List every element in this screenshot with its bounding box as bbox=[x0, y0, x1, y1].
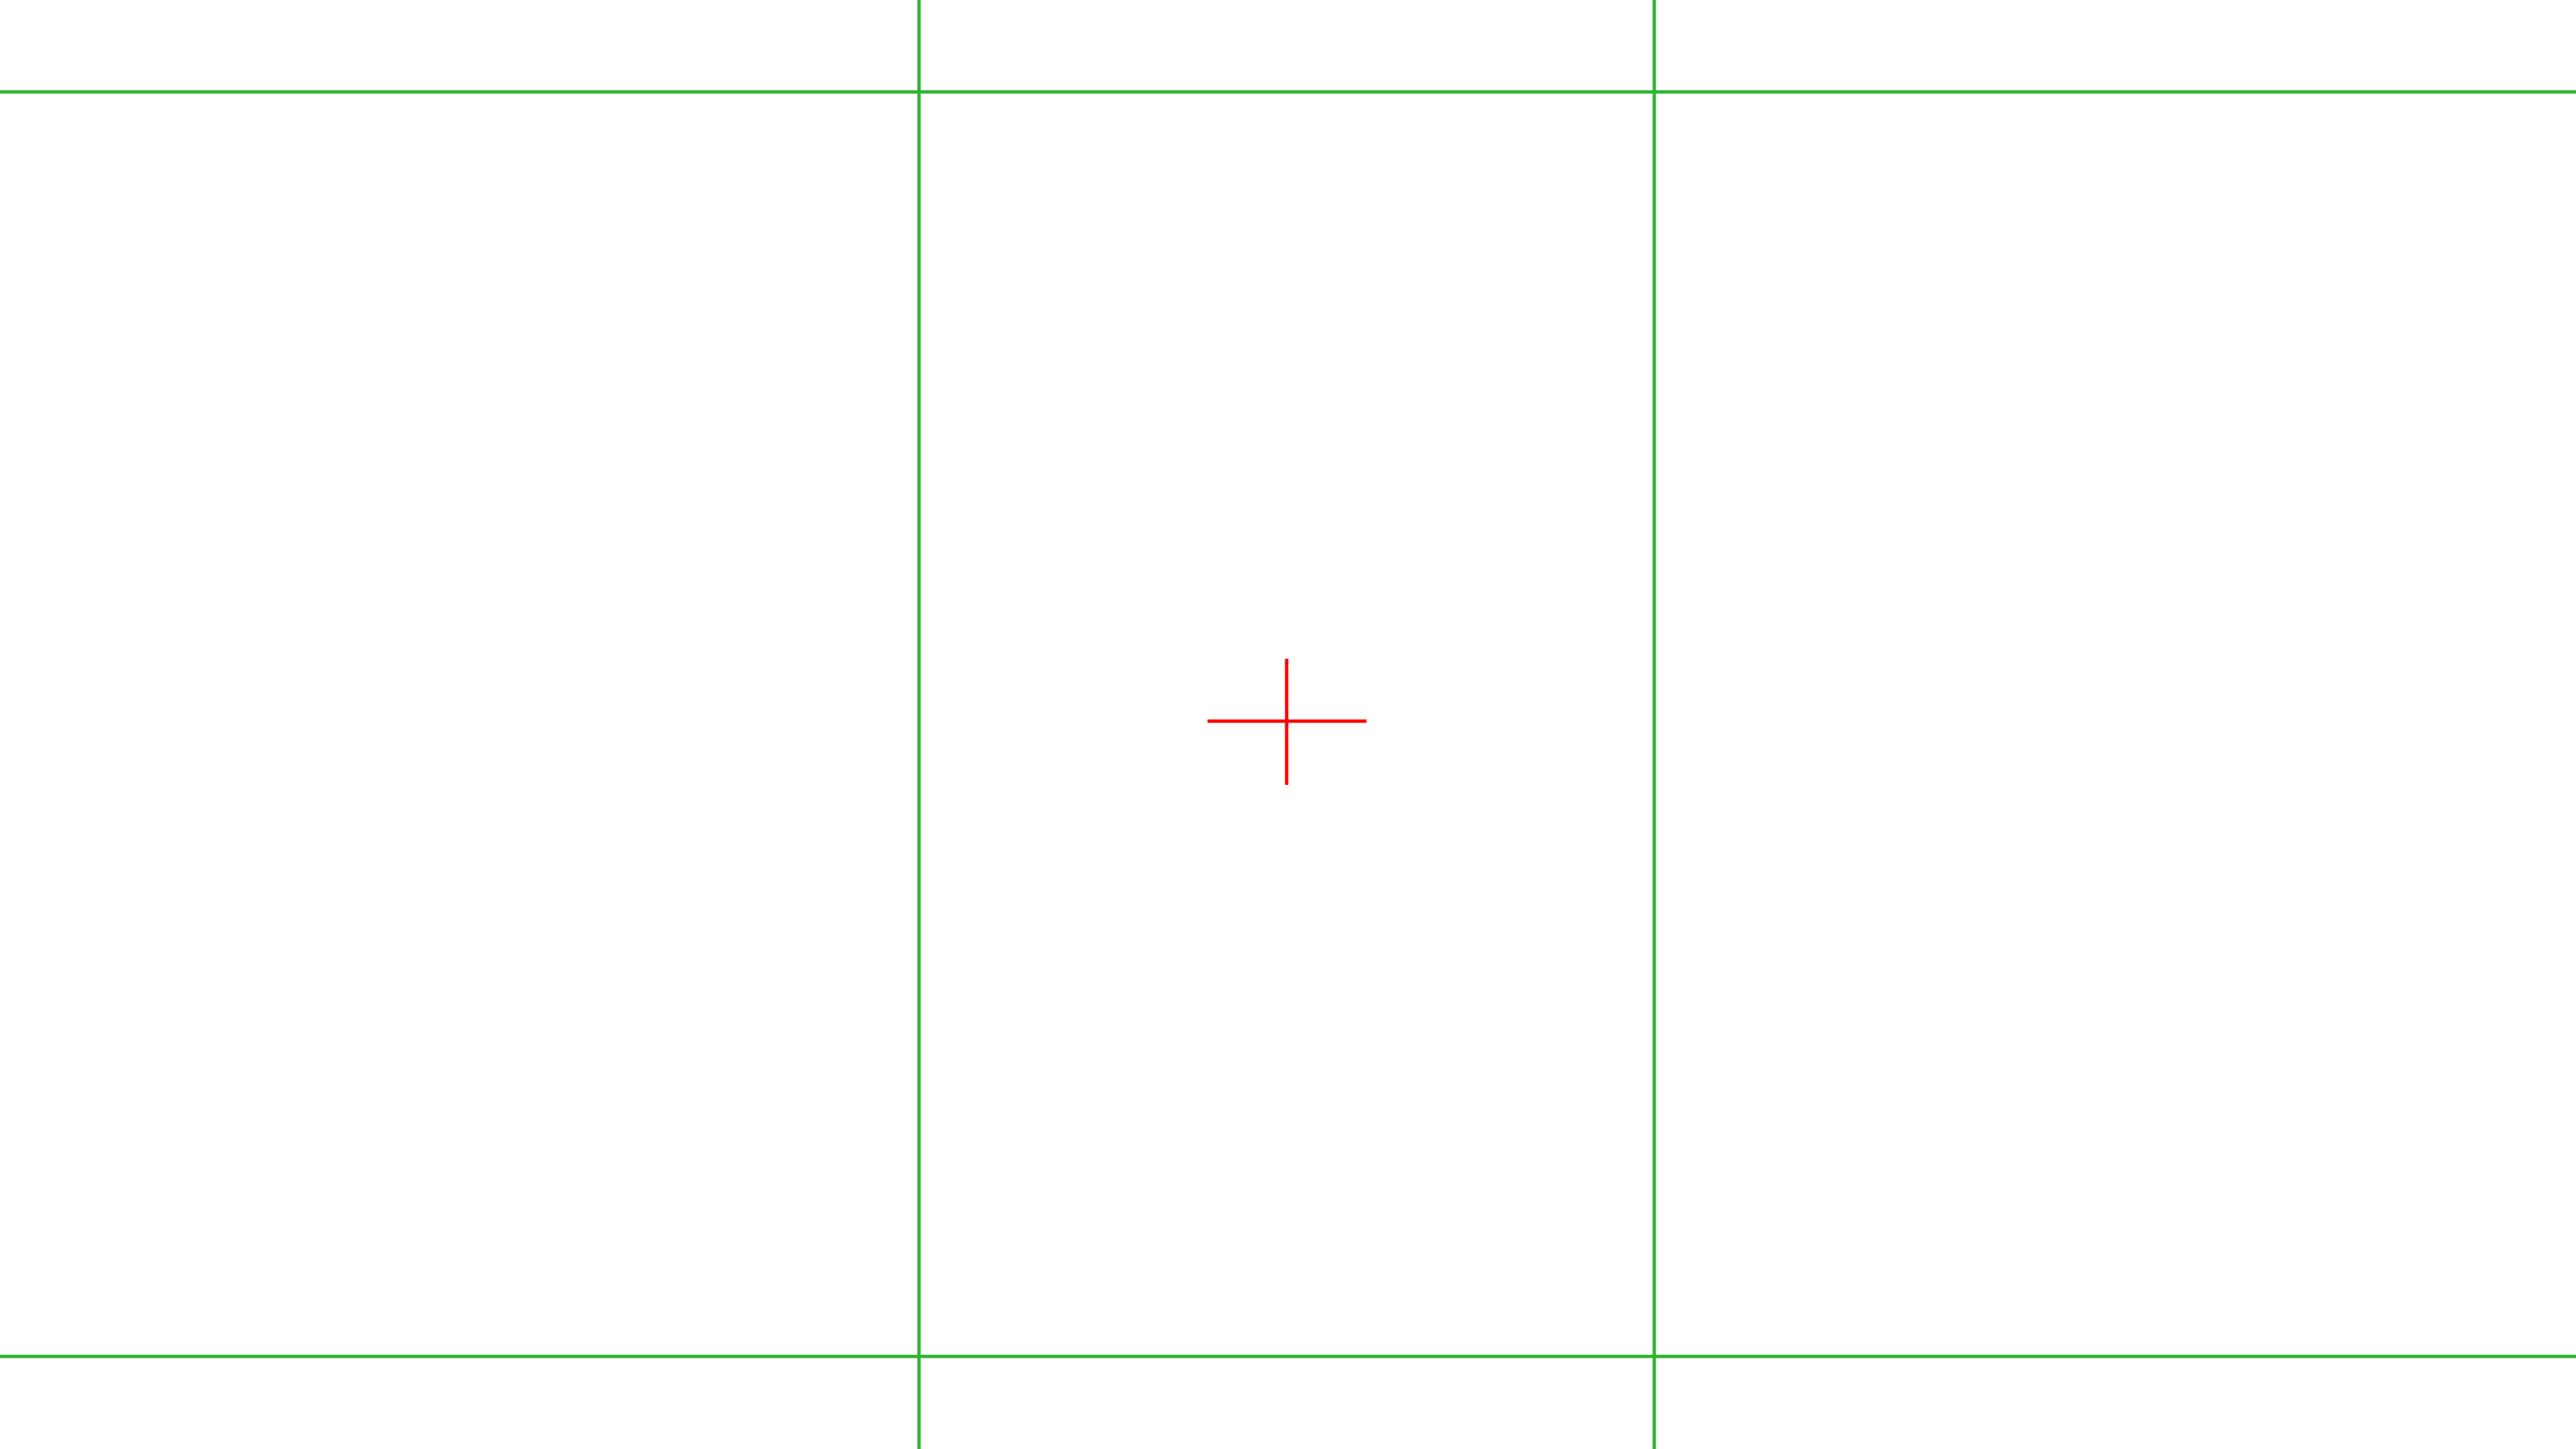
crosshair-icon bbox=[1208, 659, 1366, 785]
